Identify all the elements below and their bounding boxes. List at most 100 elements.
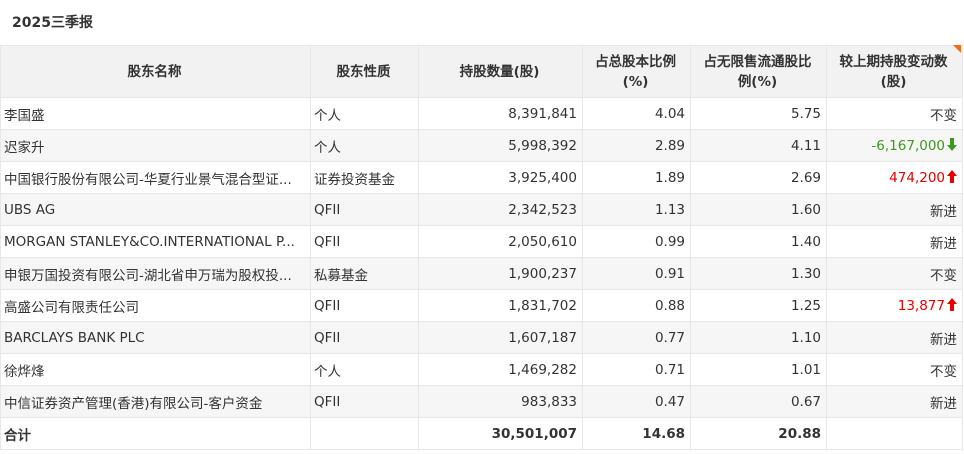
arrow-shape — [947, 169, 957, 183]
pct-float-text: 1.60 — [790, 201, 821, 218]
name-text: UBS AG — [4, 201, 56, 218]
shares-text: 8,391,841 — [508, 105, 577, 122]
change-text: 新进 — [930, 203, 957, 220]
cell: 8,391,841 — [418, 97, 583, 130]
cell: 2,050,610 — [418, 225, 583, 258]
pct-float-text: 5.75 — [790, 105, 821, 122]
header-text: 持股数量(股) — [459, 63, 540, 80]
change-text: -6,167,000 — [871, 137, 945, 154]
pct-total-text: 2.89 — [654, 137, 685, 154]
header-text: (%) — [622, 73, 649, 90]
cell: 新进 — [826, 225, 963, 258]
cell: 申银万国投资有限公司-湖北省申万瑞为股权投... — [0, 257, 311, 290]
shares-text: 1,607,187 — [508, 329, 577, 346]
header-text: 占无限售流通股比 — [703, 53, 812, 70]
cell: 新进 — [826, 321, 963, 354]
name-text: 迟家升 — [4, 139, 45, 156]
pct-float-text: 1.30 — [790, 265, 821, 282]
cell: QFII — [310, 385, 419, 418]
cell: 个人 — [310, 129, 419, 162]
cell: 0.47 — [582, 385, 691, 418]
change-text: 不变 — [930, 107, 957, 124]
change-text: 新进 — [930, 331, 957, 348]
pct-total-text: 1.13 — [654, 201, 685, 218]
cell: 5,998,392 — [418, 129, 583, 162]
cell: 1,469,282 — [418, 353, 583, 386]
cell: 2,342,523 — [418, 193, 583, 226]
total-row: 合计 30,501,007 14.68 20.88 — [0, 417, 963, 450]
cell: 0.67 — [690, 385, 827, 418]
trend-arrow — [947, 169, 957, 183]
cell: 1.60 — [690, 193, 827, 226]
cell — [826, 417, 963, 450]
shares-text: 5,998,392 — [508, 137, 577, 154]
cell: 983,833 — [418, 385, 583, 418]
data-row: 中国银行股份有限公司-华夏行业景气混合型证... 证券投资基金 3,925,400 1… — [0, 161, 963, 194]
header-cell: 占总股本比例 (%) — [582, 45, 691, 98]
cell: 迟家升 — [0, 129, 311, 162]
name-text: 中信证券资产管理(香港)有限公司-客户资金 — [4, 395, 263, 412]
type-text: QFII — [314, 329, 341, 346]
cell: 个人 — [310, 97, 419, 130]
change-text: 不变 — [930, 363, 957, 380]
cell: 0.99 — [582, 225, 691, 258]
header-cell: 较上期持股变动数 (股) — [826, 45, 963, 98]
name-text: 中国银行股份有限公司-华夏行业景气混合型证... — [4, 171, 292, 188]
cell: 20.88 — [690, 417, 827, 450]
cell: 474,200 — [826, 161, 963, 194]
cell: 0.71 — [582, 353, 691, 386]
data-row: BARCLAYS BANK PLC QFII 1,607,187 0.77 1.10 新进 — [0, 321, 963, 354]
type-text: QFII — [314, 393, 341, 410]
pct-total-text: 4.04 — [654, 105, 685, 122]
change-text: 474,200 — [889, 169, 945, 186]
shares-text: 1,831,702 — [508, 297, 577, 314]
table-body: 李国盛 个人 8,391,841 4.04 5.75 不变 迟家升 个人 5,998,392 2.… — [0, 97, 963, 450]
cell: 1.40 — [690, 225, 827, 258]
pct-float-text: 0.67 — [790, 393, 821, 410]
cell: 4.11 — [690, 129, 827, 162]
name-text: 李国盛 — [4, 107, 45, 124]
cell: 4.04 — [582, 97, 691, 130]
arrow-shape — [947, 297, 957, 311]
shareholder-table: 股东名称 股东性质 持股数量(股) 占总股本比例 (%) 占无限售流通股比 例(%) 较上期持… — [0, 45, 963, 450]
name-text: 高盛公司有限责任公司 — [4, 299, 139, 316]
arrow-shape — [947, 137, 957, 151]
cell: 1.10 — [690, 321, 827, 354]
data-row: 徐烨烽 个人 1,469,282 0.71 1.01 不变 — [0, 353, 963, 386]
section-title: 2025三季报 — [12, 15, 93, 31]
shares-text: 1,900,237 — [508, 265, 577, 282]
pct-float-text: 1.01 — [790, 361, 821, 378]
cell: 不变 — [826, 353, 963, 386]
cell: 个人 — [310, 353, 419, 386]
shares-text: 2,342,523 — [508, 201, 577, 218]
pct-float-text: 2.69 — [790, 169, 821, 186]
cell: 新进 — [826, 193, 963, 226]
pct-total-text: 0.71 — [654, 361, 685, 378]
type-text: 个人 — [314, 107, 341, 124]
cell: 13,877 — [826, 289, 963, 322]
cell: 1,831,702 — [418, 289, 583, 322]
cell: QFII — [310, 225, 419, 258]
name-text: 徐烨烽 — [4, 363, 45, 380]
cell: 1.25 — [690, 289, 827, 322]
data-row: 申银万国投资有限公司-湖北省申万瑞为股权投... 私募基金 1,900,237 0.9… — [0, 257, 963, 290]
data-row: 迟家升 个人 5,998,392 2.89 4.11 -6,167,000 — [0, 129, 963, 162]
pct-total-text: 14.68 — [642, 425, 685, 442]
pct-total-text: 1.89 — [654, 169, 685, 186]
data-row: 高盛公司有限责任公司 QFII 1,831,702 0.88 1.25 13,877 — [0, 289, 963, 322]
cell: 徐烨烽 — [0, 353, 311, 386]
cell: 0.88 — [582, 289, 691, 322]
cell: 0.91 — [582, 257, 691, 290]
type-text: 私募基金 — [314, 267, 368, 284]
data-row: UBS AG QFII 2,342,523 1.13 1.60 新进 — [0, 193, 963, 226]
shares-text: 2,050,610 — [508, 233, 577, 250]
cell: 1.89 — [582, 161, 691, 194]
header-text: 较上期持股变动数 — [839, 53, 948, 70]
cell: 30,501,007 — [418, 417, 583, 450]
cell: 14.68 — [582, 417, 691, 450]
pct-float-text: 1.10 — [790, 329, 821, 346]
cell: 1.30 — [690, 257, 827, 290]
cell: 0.77 — [582, 321, 691, 354]
type-text: 个人 — [314, 139, 341, 156]
